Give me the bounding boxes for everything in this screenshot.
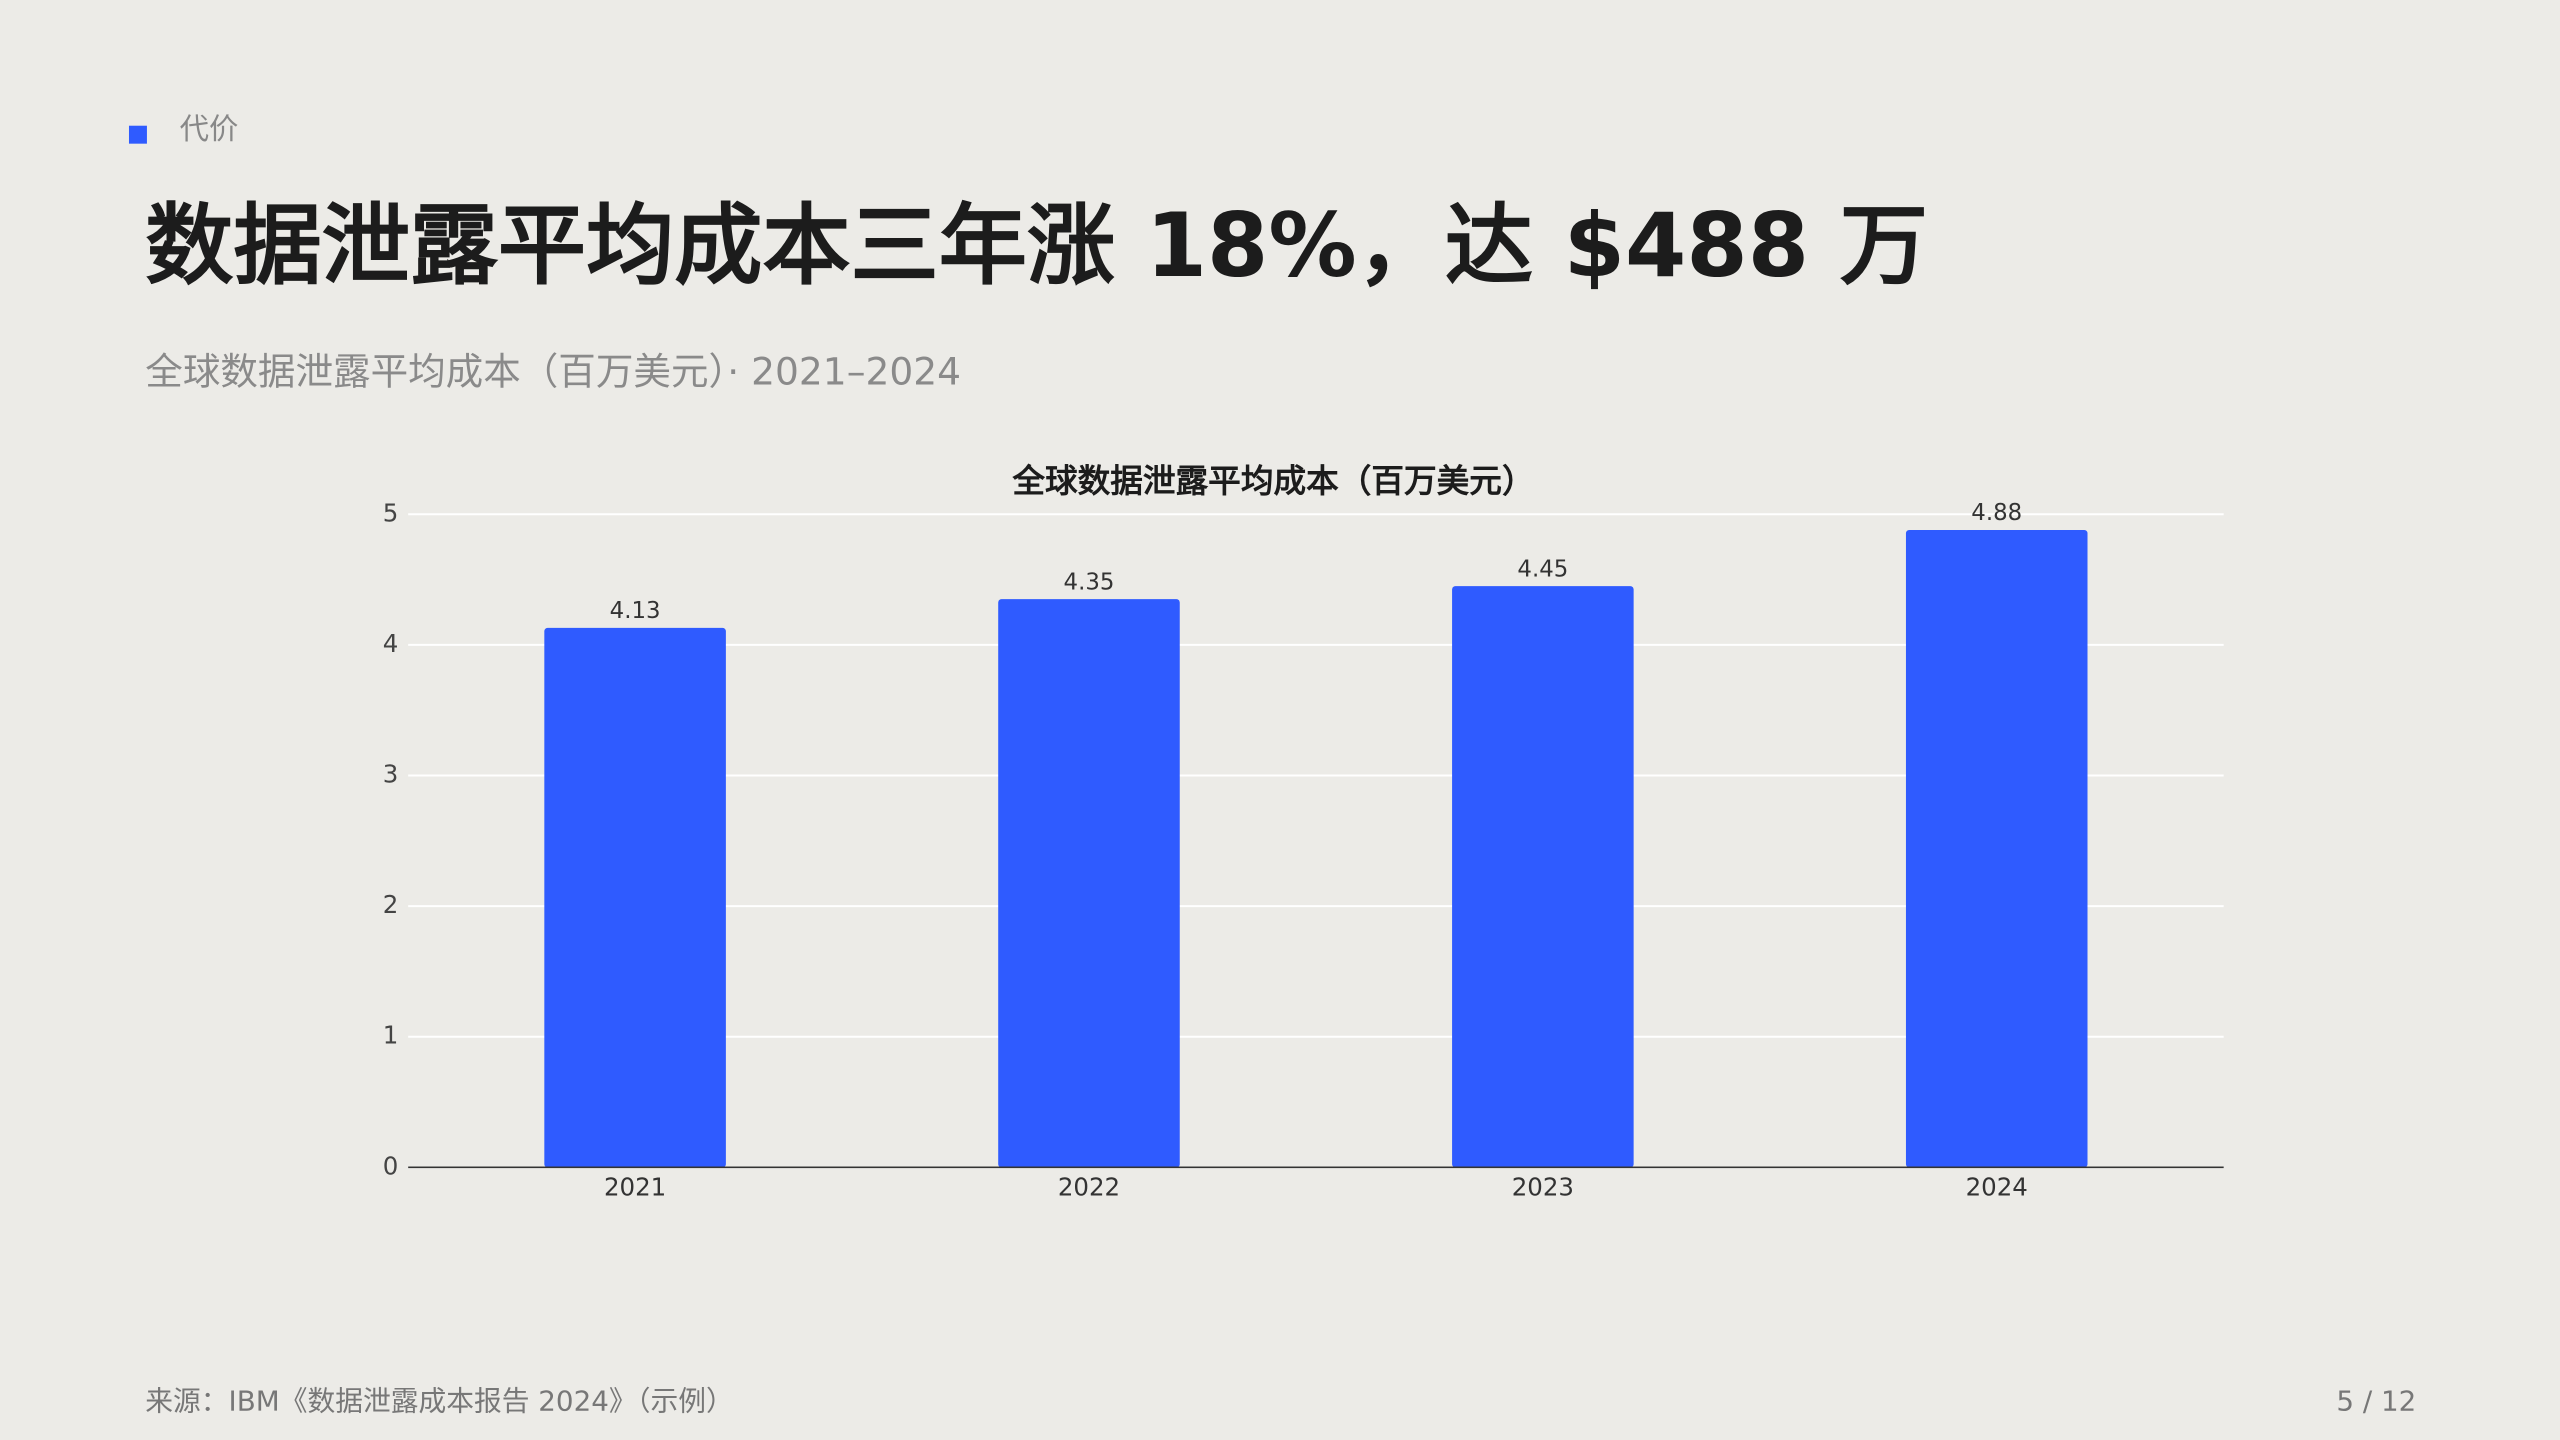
subtitle: 全球数据泄露平均成本（百万美元）· 2021–2024 [145, 349, 961, 393]
bar [1452, 586, 1634, 1168]
y-tick-label: 0 [383, 1151, 399, 1180]
x-tick-label: 2022 [1058, 1173, 1120, 1202]
kicker: 代价 [180, 112, 239, 146]
data-label: 4.88 [1971, 500, 2022, 526]
data-label: 4.35 [1064, 569, 1115, 595]
x-tick-label: 2021 [604, 1173, 666, 1202]
source: 来源：IBM《数据泄露成本报告 2024》（示例） [145, 1384, 733, 1417]
y-tick-label: 5 [383, 498, 399, 527]
x-tick-label: 2024 [1966, 1173, 2028, 1202]
slide-title: 数据泄露平均成本三年涨 18%，达 $488 万 [145, 194, 1928, 297]
x-tick-label: 2023 [1512, 1173, 1574, 1202]
data-label: 4.45 [1517, 556, 1568, 582]
bar [998, 599, 1180, 1168]
data-label: 4.13 [610, 598, 661, 624]
y-tick-label: 2 [383, 890, 399, 919]
page-number: 5 / 12 [2336, 1384, 2416, 1417]
y-tick-label: 1 [383, 1021, 399, 1050]
kicker-icon [128, 125, 147, 144]
chart-title: 全球数据泄露平均成本（百万美元） [1011, 462, 1534, 500]
y-tick-label: 3 [383, 760, 399, 789]
y-tick-label: 4 [383, 629, 399, 658]
bar [1905, 529, 2088, 1168]
bar [544, 627, 726, 1168]
